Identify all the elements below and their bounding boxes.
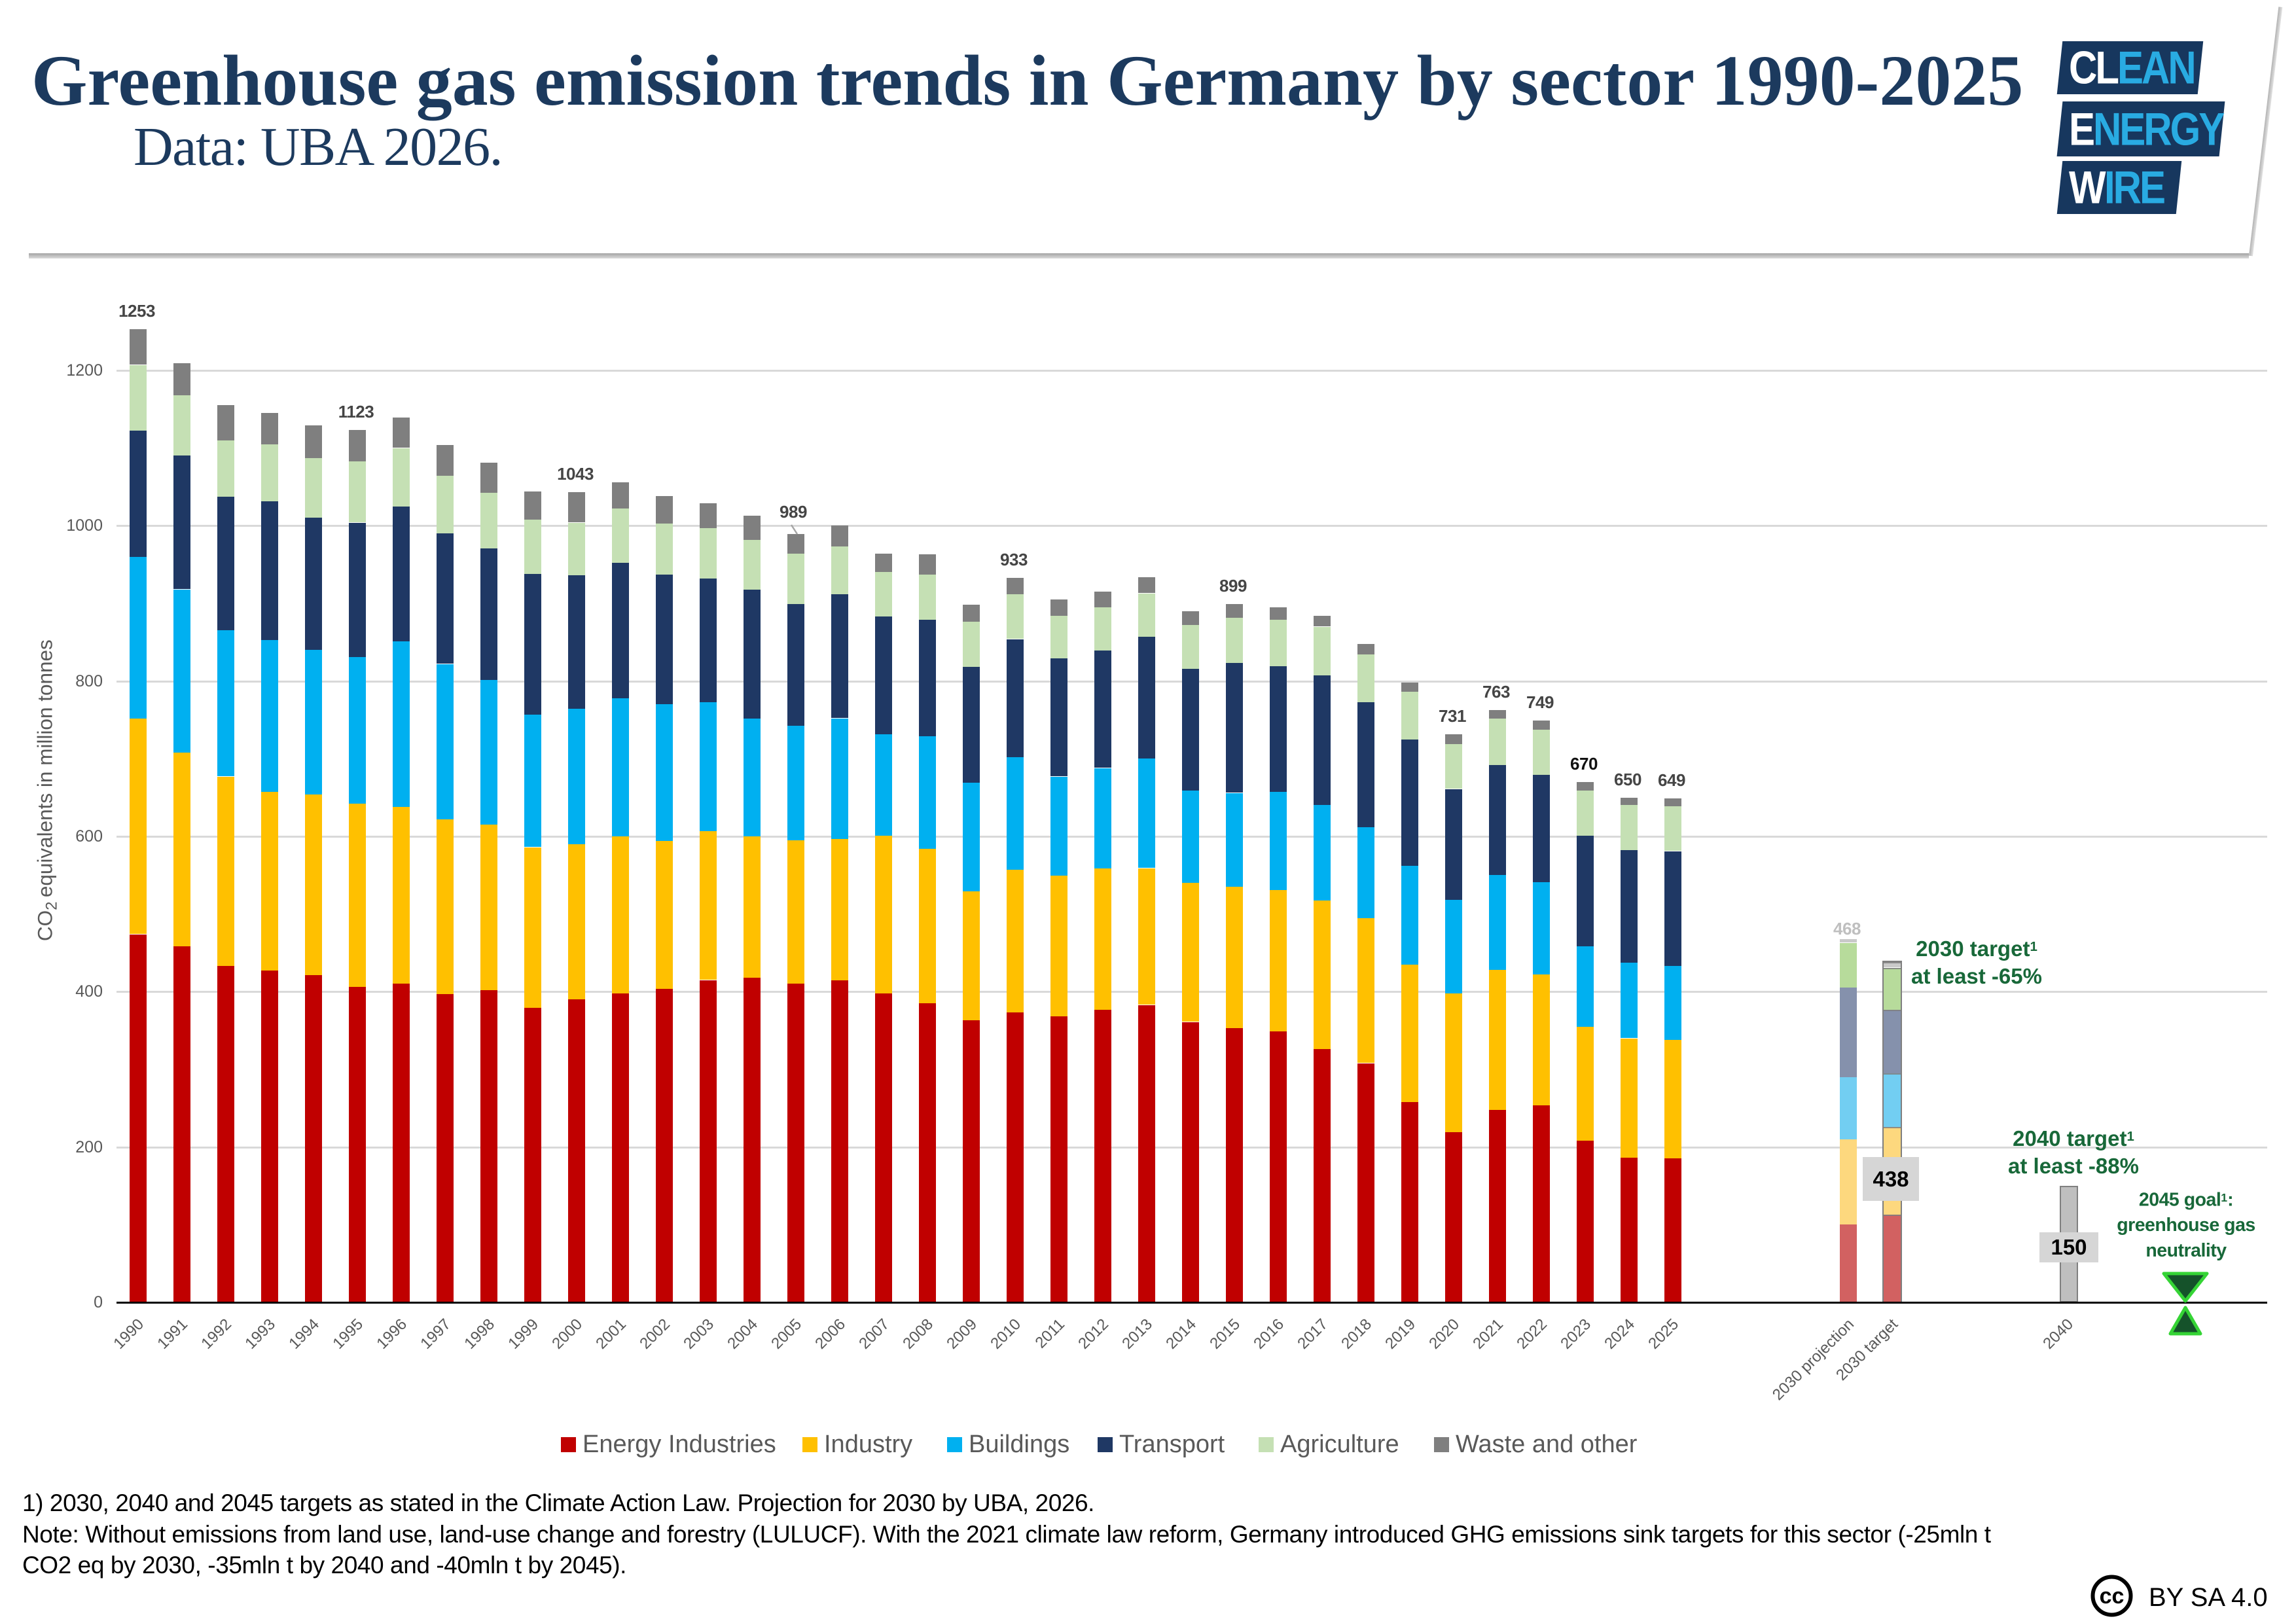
svg-text:cc: cc: [2100, 1584, 2125, 1609]
